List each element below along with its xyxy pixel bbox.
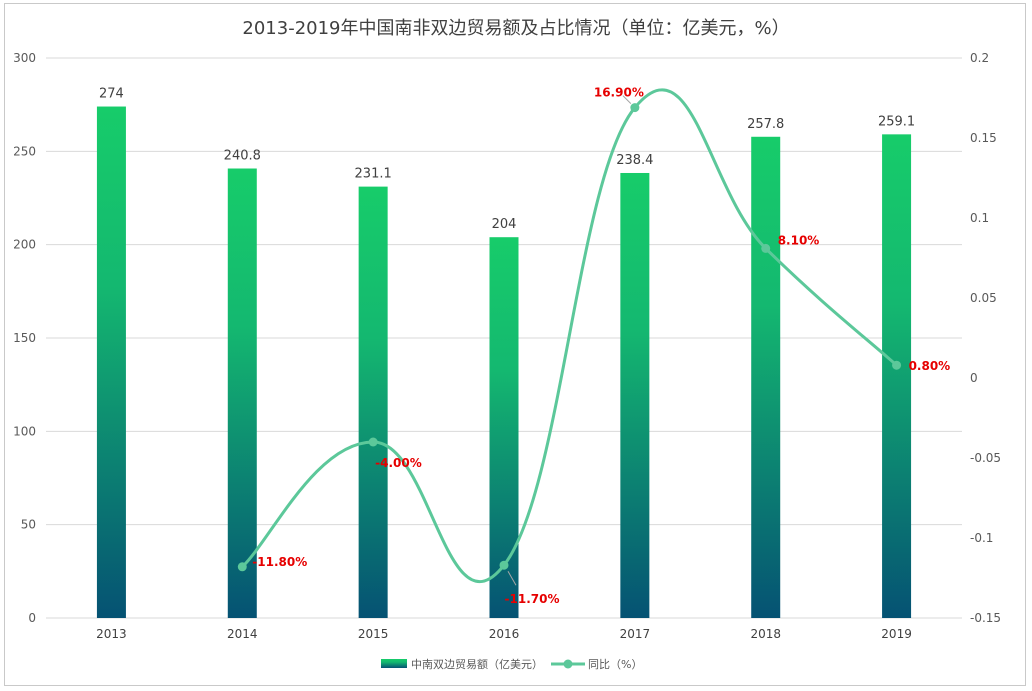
bar [489, 237, 519, 618]
leader-line [507, 570, 517, 586]
bar [751, 136, 781, 619]
y-tick-label: 0 [28, 611, 36, 625]
legend-line-label: 同比（%） [588, 658, 642, 671]
x-tick-label: 2017 [620, 627, 651, 641]
line-value-label: 0.80% [909, 359, 951, 373]
legend: 中南双边贸易额（亿美元） 同比（%） [381, 658, 642, 671]
line-value-label: 16.90% [594, 86, 644, 100]
line-point [237, 562, 247, 572]
bar-value-label: 204 [492, 217, 517, 232]
bar-value-label: 259.1 [878, 114, 915, 129]
x-tick-label: 2016 [489, 627, 520, 641]
bar [96, 106, 126, 619]
leader-line [622, 95, 632, 104]
x-tick-label: 2013 [96, 627, 127, 641]
bar-series [96, 106, 912, 619]
y-axis-left: 0 50 100 150 200 250 300 [13, 51, 36, 625]
bar [358, 186, 388, 618]
y-tick-label: 300 [13, 51, 36, 65]
line-value-label: -11.70% [505, 592, 560, 606]
y-tick-label: 150 [13, 331, 36, 345]
chart-title: 2013-2019年中国南非双边贸易额及占比情况（单位：亿美元，%） [242, 18, 790, 39]
bar-value-label: 231.1 [355, 167, 392, 182]
line-value-label: 8.10% [778, 233, 820, 247]
line-value-label: -4.00% [375, 456, 422, 470]
bar [882, 134, 912, 618]
line-data-labels: -11.80% -4.00% -11.70% 16.90% 8.10% 0.80% [252, 86, 950, 607]
line-point [630, 103, 640, 113]
bar-value-label: 257.8 [747, 117, 784, 132]
line-point [892, 360, 902, 370]
y-axis-right: -0.15 -0.1 -0.05 0 0.05 0.1 0.15 0.2 [970, 51, 1001, 625]
x-axis: 2013 2014 2015 2016 2017 2018 2019 [96, 627, 912, 641]
y-tick-label: 250 [13, 144, 36, 158]
bar [620, 172, 650, 618]
bar-value-label: 238.4 [616, 153, 653, 168]
line-value-label: -11.80% [252, 555, 307, 569]
line-point [368, 437, 378, 447]
line-path [241, 88, 898, 584]
x-tick-label: 2014 [227, 627, 258, 641]
y2-tick-label: 0.05 [970, 291, 997, 305]
y2-tick-label: 0.15 [970, 131, 997, 145]
bar-value-label: 240.8 [224, 149, 261, 164]
y2-tick-label: -0.05 [970, 451, 1001, 465]
y2-tick-label: 0.1 [970, 211, 989, 225]
line-series [237, 88, 902, 584]
y-tick-label: 200 [13, 238, 36, 252]
y2-tick-label: -0.15 [970, 611, 1001, 625]
y-tick-label: 50 [21, 518, 36, 532]
legend-bar-swatch [381, 659, 407, 668]
line-point [761, 243, 771, 253]
bar [227, 168, 257, 619]
legend-bar-label: 中南双边贸易额（亿美元） [411, 658, 543, 671]
line-point [499, 560, 509, 570]
legend-line-marker [563, 659, 573, 669]
x-tick-label: 2015 [358, 627, 389, 641]
y-tick-label: 100 [13, 424, 36, 438]
y2-tick-label: 0.2 [970, 51, 989, 65]
y2-tick-label: 0 [970, 371, 978, 385]
y2-tick-label: -0.1 [970, 531, 993, 545]
x-tick-label: 2019 [881, 627, 912, 641]
bar-data-labels: 274 240.8 231.1 204 238.4 257.8 259.1 [99, 87, 915, 233]
bar-value-label: 274 [99, 87, 124, 102]
x-tick-label: 2018 [750, 627, 781, 641]
